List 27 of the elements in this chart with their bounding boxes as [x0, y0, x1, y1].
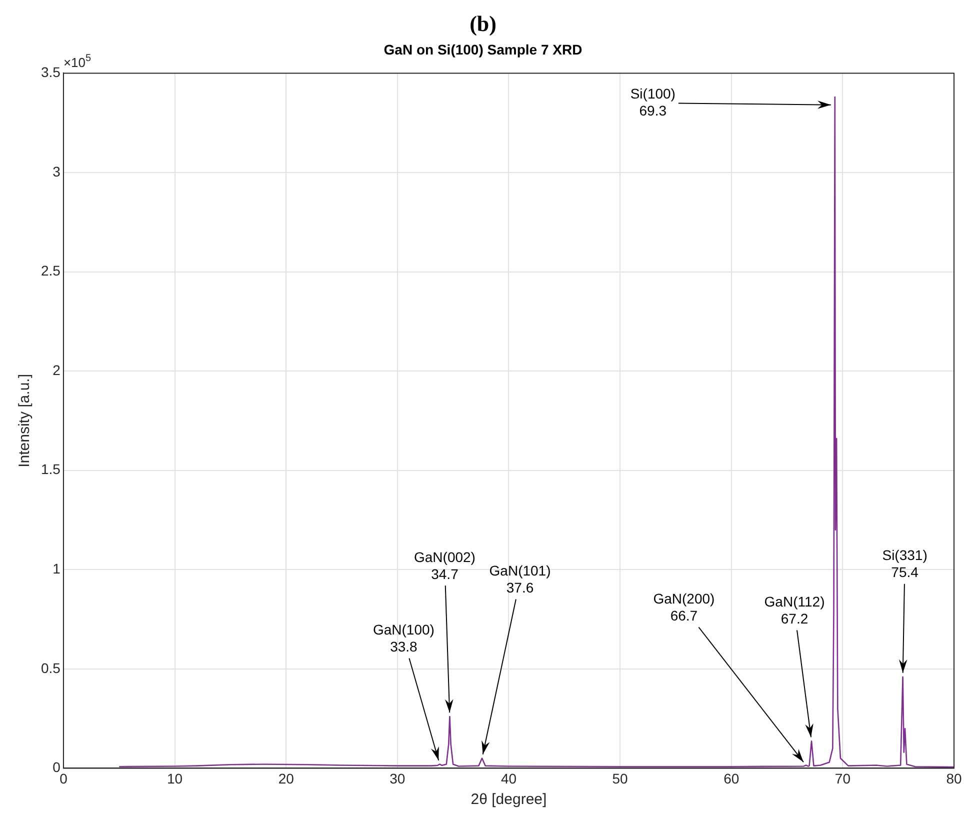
y-tick-label: 1 [52, 560, 61, 576]
y-tick-label: 2.5 [40, 262, 61, 279]
x-tick-label: 40 [500, 770, 517, 786]
y-axis-title: Intensity [a.u.] [16, 374, 34, 468]
y-tick-label: 3.5 [40, 64, 61, 80]
annotation: GaN(200) 66.7 [653, 590, 715, 624]
x-tick-label: 50 [612, 770, 628, 786]
x-tick-label: 60 [724, 770, 740, 786]
y-tick-label: 1.5 [40, 461, 61, 478]
x-axis-title: 2θ [degree] [470, 791, 547, 808]
annotation: GaN(101) 37.6 [489, 562, 551, 596]
x-tick-label: 70 [834, 770, 851, 786]
annotation: GaN(002) 34.7 [414, 548, 476, 582]
x-tick-label: 30 [390, 770, 406, 786]
annotation: Si(331) 75.4 [882, 547, 928, 580]
x-tick-label: 20 [278, 770, 294, 786]
y-tick-label: 0 [52, 759, 61, 776]
chart-title: (b) [470, 10, 496, 36]
annotation: GaN(112) 67.2 [764, 594, 825, 627]
y-tick-label: 3 [52, 163, 61, 180]
y-tick-label: 0.5 [40, 660, 61, 676]
y-tick-label: 2 [52, 362, 61, 378]
annotation: GaN(100) 33.8 [372, 622, 434, 655]
annotation: Si(100) 69.3 [630, 85, 676, 118]
x-tick-label: 10 [166, 770, 183, 786]
x-tick-label: 80 [946, 770, 962, 786]
chart-subtitle: GaN on Si(100) Sample 7 XRD [384, 42, 582, 58]
